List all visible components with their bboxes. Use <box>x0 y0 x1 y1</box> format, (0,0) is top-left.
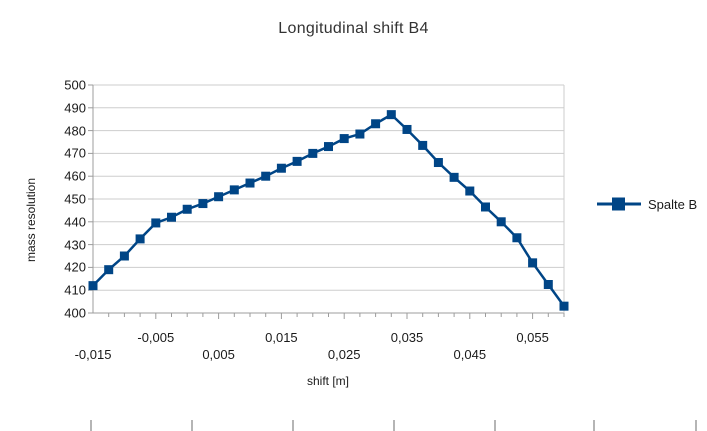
x-axis-tick-label: 0,005 <box>202 347 235 362</box>
data-point-marker <box>119 251 129 261</box>
data-point-marker <box>371 119 381 129</box>
data-point-marker <box>324 142 333 152</box>
data-point-marker <box>151 218 161 228</box>
data-point-marker <box>214 192 224 202</box>
chart-title: Longitudinal shift B4 <box>278 20 429 37</box>
y-axis-tick-label: 430 <box>64 237 86 253</box>
data-point-marker <box>198 199 208 209</box>
data-point-marker <box>481 202 490 212</box>
legend-series-label: Spalte B <box>648 196 698 212</box>
data-point-marker <box>386 110 396 120</box>
legend: Spalte B <box>596 196 697 212</box>
ruler-tick <box>593 420 595 431</box>
ruler-tick <box>191 420 193 431</box>
legend-series-marker-icon <box>597 197 641 211</box>
y-axis-tick-label: 470 <box>64 145 86 161</box>
x-axis-tick-label: 0,055 <box>516 330 549 345</box>
data-point-marker <box>528 258 538 268</box>
y-axis-tick-label: 500 <box>64 77 86 93</box>
data-point-marker <box>402 124 412 134</box>
x-axis-tick-label: 0,035 <box>390 330 424 345</box>
data-point-marker <box>261 171 271 181</box>
ruler-tick <box>494 420 496 431</box>
x-axis-title: shift [m] <box>306 374 350 388</box>
data-point-marker <box>182 204 192 214</box>
y-axis-tick-label: 440 <box>64 214 86 230</box>
data-point-marker <box>308 148 318 158</box>
data-point-marker <box>449 172 459 182</box>
data-point-marker <box>229 185 239 195</box>
data-point-marker <box>418 140 428 150</box>
y-axis-tick-label: 400 <box>64 305 86 321</box>
y-axis-tick-label: 420 <box>64 259 86 275</box>
ruler-tick <box>292 420 294 431</box>
y-axis-tick-label: 460 <box>64 168 86 184</box>
y-axis-tick-label: 480 <box>64 123 86 139</box>
data-point-marker <box>339 134 349 144</box>
y-axis-tick-label: 450 <box>64 191 86 207</box>
data-point-marker <box>543 280 553 289</box>
data-point-marker <box>135 234 145 244</box>
ruler-tick <box>90 420 92 431</box>
data-point-marker <box>433 158 443 168</box>
data-point-marker <box>292 156 302 166</box>
data-point-marker <box>496 217 506 227</box>
y-axis-tick-label: 410 <box>64 282 86 298</box>
x-axis-tick-label: 0,025 <box>327 347 361 362</box>
data-point-marker <box>88 281 98 291</box>
x-axis-tick-label: -0,015 <box>74 347 112 362</box>
x-axis-tick-label: 0,045 <box>453 347 487 362</box>
ruler-tick <box>393 420 395 431</box>
ruler-tick <box>695 420 697 431</box>
data-point-marker <box>355 129 365 139</box>
data-point-marker <box>167 212 176 222</box>
data-point-marker <box>465 186 475 196</box>
data-point-marker <box>512 233 522 243</box>
data-point-marker <box>559 301 569 311</box>
y-axis-tick-label: 490 <box>64 100 86 116</box>
data-point-marker <box>276 163 286 173</box>
x-axis-tick-label: 0,015 <box>265 330 298 345</box>
data-point-marker <box>245 178 255 188</box>
x-axis-tick-label: -0,005 <box>137 330 175 345</box>
data-point-marker <box>104 265 114 275</box>
